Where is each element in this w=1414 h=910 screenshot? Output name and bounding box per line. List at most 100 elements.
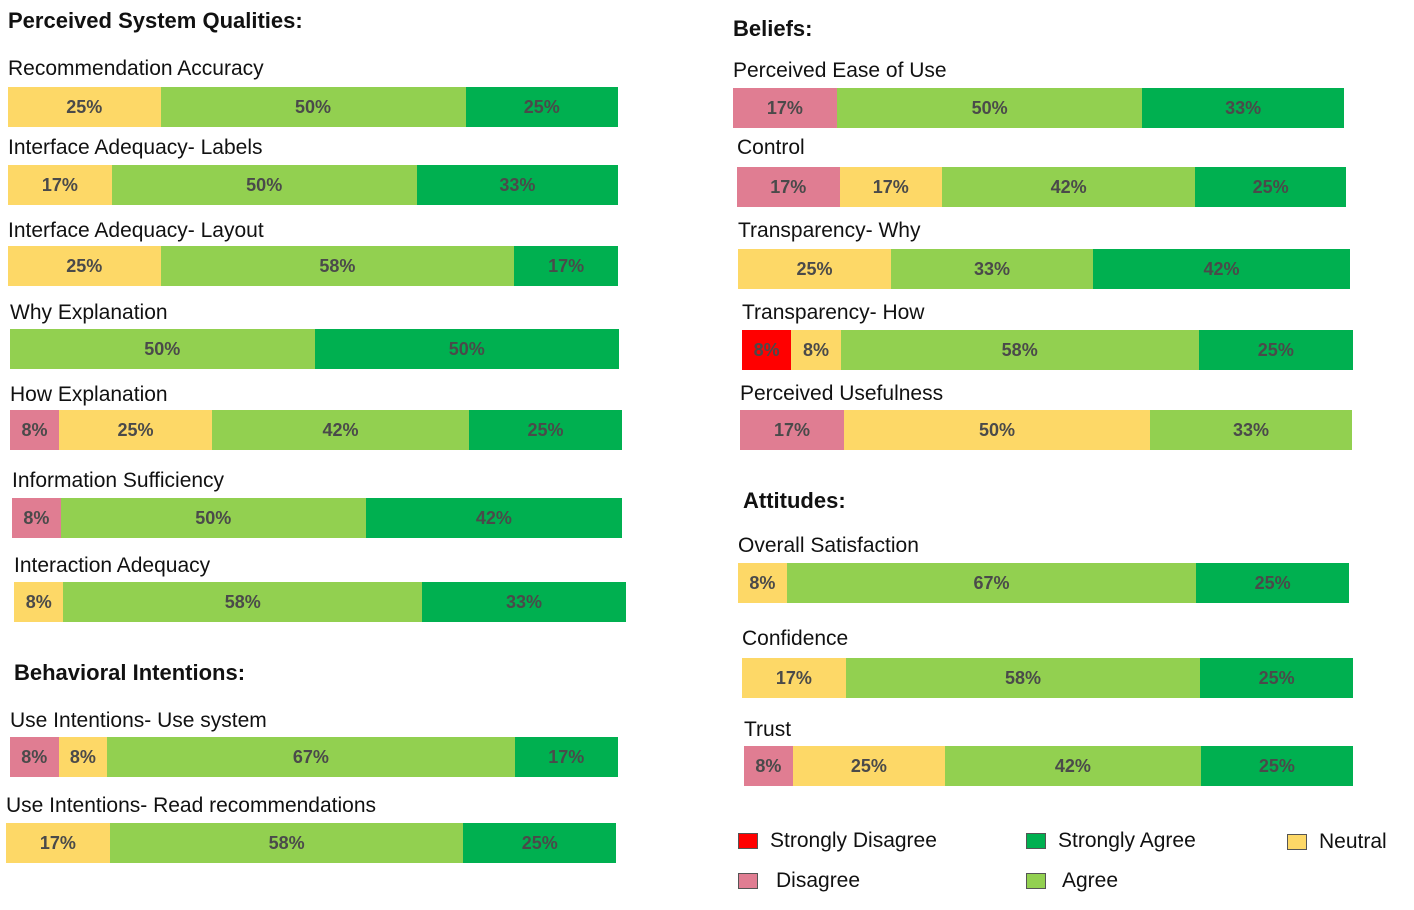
data-label: 17% bbox=[548, 746, 585, 767]
bar-segment-agree: 42% bbox=[942, 167, 1196, 207]
chart-title: Interface Adequacy- Labels bbox=[8, 136, 263, 159]
chart-title: Interaction Adequacy bbox=[14, 554, 211, 577]
chart-interaction-adequacy: Interaction Adequacy 8% 58% 33% bbox=[14, 554, 626, 622]
data-label: 25% bbox=[523, 96, 560, 117]
bar-segment-neutral: 25% bbox=[792, 746, 945, 786]
bar-segment-strongly-agree: 25% bbox=[1198, 330, 1353, 370]
legend-swatch-strongly-disagree bbox=[738, 833, 758, 849]
stacked-bar: 17% 58% 25% bbox=[6, 823, 616, 863]
data-label: 33% bbox=[973, 258, 1010, 279]
data-label: 25% bbox=[1257, 339, 1294, 360]
data-label: 8% bbox=[755, 755, 782, 776]
stacked-bar: 8% 67% 25% bbox=[738, 563, 1349, 603]
data-label: 17% bbox=[770, 176, 807, 197]
bar-segment-strongly-agree: 25% bbox=[1200, 658, 1353, 698]
chart-title: Recommendation Accuracy bbox=[8, 57, 264, 80]
legend-strongly-disagree: Strongly Disagree bbox=[738, 829, 937, 853]
stacked-bar: 8% 25% 42% 25% bbox=[10, 410, 622, 450]
data-label: 8% bbox=[21, 746, 48, 767]
data-label: 17% bbox=[872, 176, 909, 197]
chart-trust: Trust 8% 25% 42% 25% bbox=[744, 718, 1353, 786]
bar-segment-strongly-agree: 25% bbox=[1195, 167, 1346, 207]
bar-segment-agree: 67% bbox=[107, 737, 515, 777]
section-title-beliefs: Beliefs: bbox=[733, 16, 813, 41]
chart-recommendation-accuracy: Recommendation Accuracy 25% 50% 25% bbox=[8, 57, 618, 127]
legend-swatch-agree bbox=[1026, 873, 1046, 889]
data-label: 8% bbox=[803, 339, 830, 360]
stacked-bar: 8% 8% 67% 17% bbox=[10, 737, 618, 777]
chart-title: Use Intentions- Use system bbox=[10, 709, 267, 732]
stacked-bar: 25% 58% 17% bbox=[8, 246, 618, 286]
data-label: 50% bbox=[246, 174, 283, 195]
bar-segment-strongly-agree: 42% bbox=[365, 498, 622, 538]
bar-segment-neutral: 17% bbox=[742, 658, 846, 698]
data-label: 25% bbox=[66, 96, 103, 117]
bar-segment-neutral: 25% bbox=[8, 246, 161, 286]
data-label: 42% bbox=[1203, 258, 1240, 279]
data-label: 8% bbox=[753, 339, 780, 360]
bar-segment-disagree: 8% bbox=[744, 746, 793, 786]
data-label: 25% bbox=[1252, 176, 1289, 197]
data-label: 25% bbox=[1254, 572, 1291, 593]
bar-segment-agree: 58% bbox=[845, 658, 1201, 698]
legend-label-strongly-disagree: Strongly Disagree bbox=[770, 829, 937, 852]
bar-segment-neutral: 25% bbox=[58, 410, 212, 450]
bar-segment-neutral: 8% bbox=[738, 563, 787, 603]
bar-segment-strongly-agree: 42% bbox=[1092, 249, 1350, 289]
data-label: 17% bbox=[766, 97, 803, 118]
chart-title: Transparency- How bbox=[742, 301, 925, 324]
bar-segment-agree: 50% bbox=[10, 329, 315, 369]
bar-segment-strongly-agree: 50% bbox=[314, 329, 619, 369]
bar-segment-agree: 58% bbox=[160, 246, 515, 286]
bar-segment-agree: 58% bbox=[109, 823, 464, 863]
data-label: 42% bbox=[322, 419, 359, 440]
chart-overall-satisfaction: Overall Satisfaction 8% 67% 25% bbox=[738, 534, 1349, 603]
bar-segment-neutral: 8% bbox=[58, 737, 108, 777]
data-label: 50% bbox=[195, 507, 232, 528]
stacked-bar: 17% 50% 33% bbox=[740, 410, 1352, 450]
chart-title: Why Explanation bbox=[10, 301, 168, 324]
stacked-bar: 25% 50% 25% bbox=[8, 87, 618, 127]
data-label: 58% bbox=[1005, 667, 1042, 688]
data-label: 25% bbox=[796, 258, 833, 279]
legend-label-disagree: Disagree bbox=[776, 869, 861, 892]
chart-interface-labels: Interface Adequacy- Labels 17% 50% 33% bbox=[8, 136, 618, 205]
data-label: 42% bbox=[1054, 755, 1091, 776]
bar-segment-agree: 58% bbox=[840, 330, 1199, 370]
bar-segment-agree: 58% bbox=[63, 582, 422, 622]
bar-segment-agree: 67% bbox=[786, 563, 1197, 603]
bar-segment-strongly-agree: 25% bbox=[465, 87, 618, 127]
bar-segment-agree: 33% bbox=[1150, 410, 1352, 450]
chart-perceived-usefulness: Perceived Usefulness 17% 50% 33% bbox=[740, 382, 1352, 450]
data-label: 25% bbox=[1258, 667, 1295, 688]
chart-title: Trust bbox=[744, 718, 792, 741]
chart-title: Perceived Ease of Use bbox=[733, 59, 947, 82]
chart-information-sufficiency: Information Sufficiency 8% 50% 42% bbox=[12, 469, 622, 538]
bar-segment-strongly-agree: 25% bbox=[1200, 746, 1353, 786]
bar-segment-neutral: 17% bbox=[6, 823, 110, 863]
section-title-behavioral: Behavioral Intentions: bbox=[14, 660, 246, 685]
bar-segment-agree: 42% bbox=[944, 746, 1201, 786]
bar-segment-strongly-disagree: 8% bbox=[742, 330, 792, 370]
bar-segment-neutral: 8% bbox=[14, 582, 64, 622]
bar-segment-neutral: 25% bbox=[8, 87, 161, 127]
data-label: 67% bbox=[973, 572, 1010, 593]
bar-segment-strongly-agree: 17% bbox=[514, 246, 618, 286]
data-label: 17% bbox=[774, 419, 811, 440]
chart-why-explanation: Why Explanation 50% 50% bbox=[10, 301, 619, 369]
bar-segment-disagree: 8% bbox=[10, 410, 59, 450]
stacked-bar: 8% 58% 33% bbox=[14, 582, 626, 622]
bar-segment-disagree: 17% bbox=[740, 410, 845, 450]
stacked-bar: 17% 17% 42% 25% bbox=[737, 167, 1346, 207]
data-label: 33% bbox=[1225, 97, 1262, 118]
data-label: 50% bbox=[971, 97, 1008, 118]
data-label: 50% bbox=[448, 338, 485, 359]
bar-segment-agree: 50% bbox=[60, 498, 366, 538]
data-label: 8% bbox=[25, 591, 52, 612]
data-label: 58% bbox=[319, 255, 356, 276]
data-label: 67% bbox=[292, 746, 329, 767]
data-label: 25% bbox=[1258, 755, 1295, 776]
stacked-bar: 8% 50% 42% bbox=[12, 498, 622, 538]
legend-strongly-agree: Strongly Agree bbox=[1026, 829, 1196, 853]
legend-swatch-strongly-agree bbox=[1026, 833, 1046, 849]
